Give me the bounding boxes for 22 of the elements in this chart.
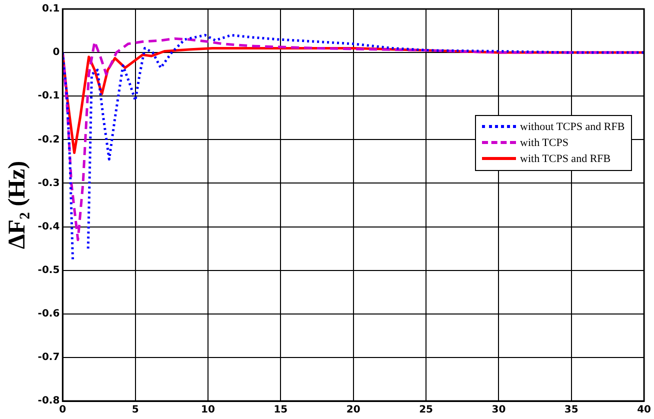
x-tick-label: 20 <box>346 404 360 416</box>
y-tick-label: -0.8 <box>38 396 60 407</box>
y-tick-label: -0.1 <box>38 90 60 102</box>
x-tick-label: 30 <box>492 404 506 416</box>
legend-label: with TCPS and RFB <box>520 152 611 165</box>
y-tick-label: -0.4 <box>38 221 60 232</box>
y-axis-title: ΔF₂ (Hz) <box>4 160 31 250</box>
y-tick-label: 0.1 <box>42 4 60 15</box>
y-tick-label: -0.5 <box>38 264 60 276</box>
x-tick-label: 15 <box>274 404 288 416</box>
y-tick-label: -0.3 <box>38 178 60 189</box>
x-tick-label: 40 <box>637 404 652 416</box>
legend-label: with TCPS <box>520 136 568 149</box>
x-tick-label: 25 <box>419 404 434 416</box>
x-tick-label: 5 <box>132 404 139 416</box>
legend-label: without TCPS and RFB <box>520 120 625 133</box>
y-tick-label: -0.6 <box>38 308 60 320</box>
y-tick-label: 0 <box>52 47 60 58</box>
x-tick-label: 10 <box>201 404 216 416</box>
x-tick-label: 35 <box>564 404 578 416</box>
y-tick-label: -0.7 <box>38 352 60 364</box>
y-tick-label: -0.2 <box>38 134 60 146</box>
